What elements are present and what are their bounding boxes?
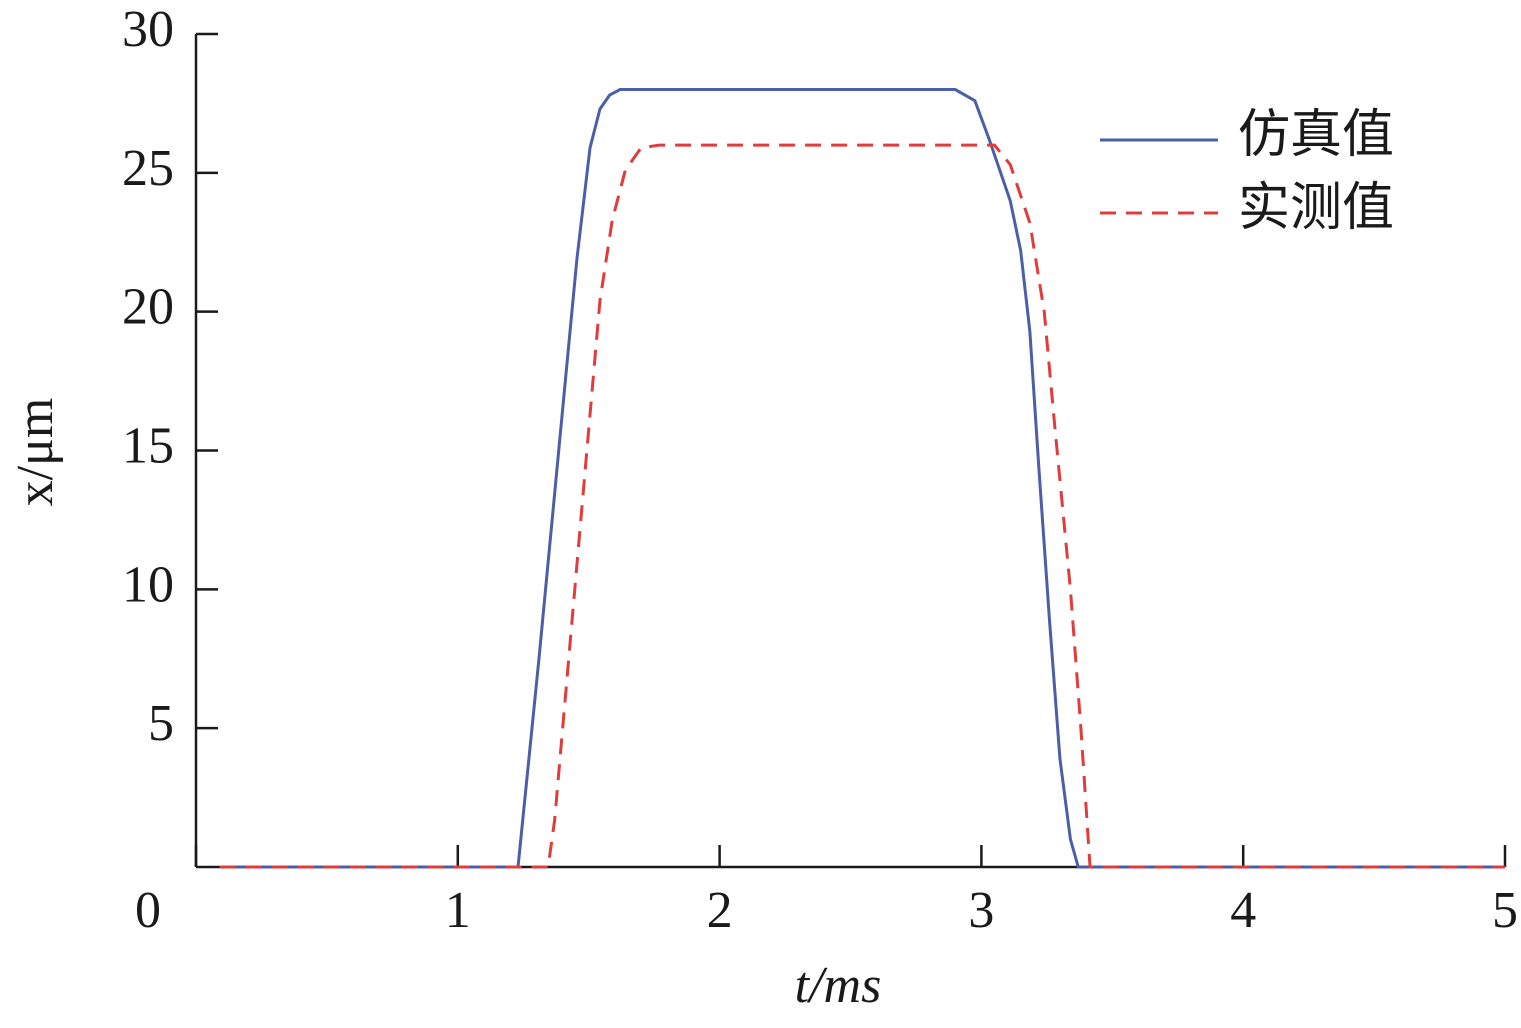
legend-label: 实测值 bbox=[1238, 180, 1394, 237]
x-tick-label: 2 bbox=[707, 882, 733, 939]
line bbox=[219, 143, 1505, 869]
line bbox=[222, 88, 1505, 869]
x-tick-label: 5 bbox=[1492, 882, 1518, 939]
y-tick-label: 5 bbox=[148, 695, 174, 752]
y-tick-label: 30 bbox=[122, 1, 174, 58]
y-tick-label: 25 bbox=[122, 140, 174, 197]
x-tick-label: 0 bbox=[135, 882, 161, 939]
y-axis-label: x/μm bbox=[7, 398, 64, 507]
x-tick-label: 4 bbox=[1230, 882, 1256, 939]
x-axis-label: t/ms bbox=[795, 957, 882, 1014]
legend-label: 仿真值 bbox=[1238, 107, 1394, 164]
y-tick-label: 20 bbox=[122, 279, 174, 336]
y-tick-label: 15 bbox=[122, 417, 174, 474]
y-tick-label: 10 bbox=[122, 556, 174, 613]
x-tick-label: 3 bbox=[968, 882, 994, 939]
x-tick-label: 1 bbox=[445, 882, 471, 939]
